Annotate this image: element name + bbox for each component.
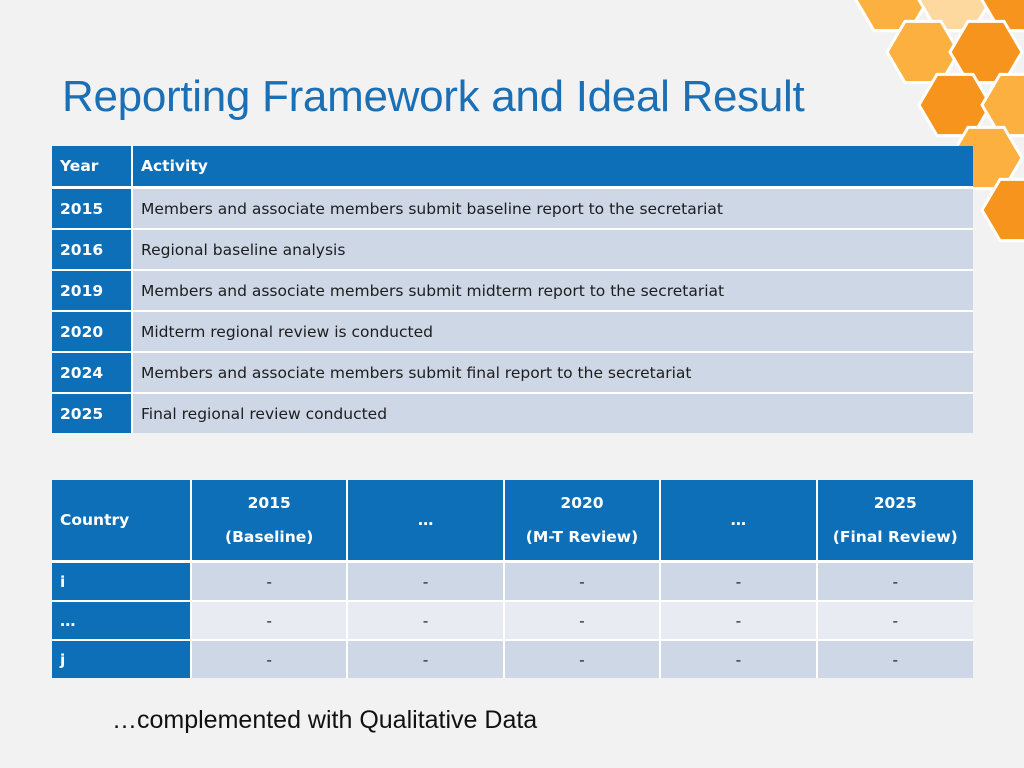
table-row: 2016 Regional baseline analysis [52, 228, 973, 270]
activity-cell: Members and associate members submit bas… [132, 186, 973, 229]
year-cell: 2019 [52, 269, 133, 311]
honeycomb-hex [980, 72, 1024, 138]
country-label: i [52, 560, 192, 601]
header-period: 2015 (Baseline) [191, 480, 349, 563]
value-cell: - [816, 639, 973, 678]
country-results-table: Country 2015 (Baseline) … 2020 (M-T Revi… [52, 480, 973, 678]
year-cell: 2024 [52, 351, 133, 393]
honeycomb-hex [885, 19, 961, 85]
activity-cell: Members and associate members submit fin… [132, 351, 973, 393]
country-label: … [52, 600, 192, 640]
header-period: … [347, 480, 505, 563]
value-cell: - [816, 560, 973, 601]
activity-cell: Members and associate members submit mid… [132, 269, 973, 311]
header-period: … [660, 480, 818, 563]
table-row: … - - - - - [52, 600, 973, 640]
value-cell: - [660, 600, 818, 640]
honeycomb-hex [854, 0, 930, 33]
header-period: 2025 (Final Review) [816, 480, 973, 563]
period-label: (M-T Review) [525, 528, 639, 546]
period-ellipsis: … [417, 511, 434, 529]
value-cell: - [347, 600, 505, 640]
value-cell: - [503, 600, 662, 640]
year-cell: 2015 [52, 186, 133, 229]
header-country: Country [52, 480, 192, 563]
value-cell: - [660, 560, 818, 601]
table-row: 2019 Members and associate members submi… [52, 269, 973, 311]
activity-cell: Midterm regional review is conducted [132, 310, 973, 352]
value-cell: - [191, 600, 349, 640]
value-cell: - [191, 639, 349, 678]
activity-cell: Final regional review conducted [132, 392, 973, 433]
table-row: 2020 Midterm regional review is conducte… [52, 310, 973, 352]
header-period: 2020 (M-T Review) [503, 480, 662, 563]
header-year: Year [52, 146, 133, 189]
period-year: 2025 [873, 494, 917, 512]
footer-note: …complemented with Qualitative Data [112, 706, 538, 734]
honeycomb-hex [980, 177, 1024, 243]
honeycomb-hex [917, 0, 993, 33]
honeycomb-hex [948, 19, 1024, 85]
value-cell: - [347, 639, 505, 678]
year-cell: 2025 [52, 392, 133, 433]
period-ellipsis: … [730, 511, 747, 529]
table-row: 2015 Members and associate members submi… [52, 186, 973, 229]
slide-title: Reporting Framework and Ideal Result [62, 72, 805, 121]
value-cell: - [503, 560, 662, 601]
country-label: j [52, 639, 192, 678]
country-header-row: Country 2015 (Baseline) … 2020 (M-T Revi… [52, 480, 973, 563]
year-cell: 2020 [52, 310, 133, 352]
value-cell: - [503, 639, 662, 678]
period-year: 2020 [560, 494, 604, 512]
timeline-table: Year Activity 2015 Members and associate… [52, 146, 973, 433]
activity-cell: Regional baseline analysis [132, 228, 973, 270]
year-cell: 2016 [52, 228, 133, 270]
timeline-header-row: Year Activity [52, 146, 973, 189]
table-row: 2024 Members and associate members submi… [52, 351, 973, 393]
header-activity: Activity [132, 146, 973, 189]
table-row: 2025 Final regional review conducted [52, 392, 973, 433]
period-year: 2015 [247, 494, 291, 512]
honeycomb-hex [980, 0, 1024, 33]
period-label: (Baseline) [225, 528, 314, 546]
honeycomb-hex [917, 72, 993, 138]
table-row: i - - - - - [52, 560, 973, 601]
value-cell: - [347, 560, 505, 601]
table-row: j - - - - - [52, 639, 973, 678]
value-cell: - [816, 600, 973, 640]
value-cell: - [191, 560, 349, 601]
value-cell: - [660, 639, 818, 678]
period-label: (Final Review) [832, 528, 958, 546]
